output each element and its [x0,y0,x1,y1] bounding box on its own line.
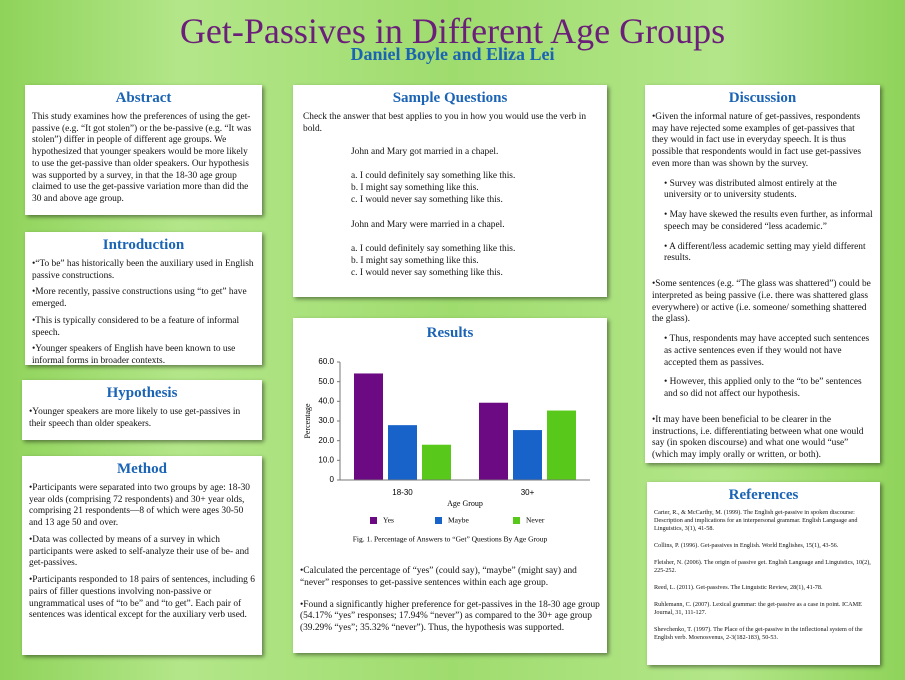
question-sentence: John and Mary got married in a chapel. [351,147,499,158]
discussion-subpoint: Thus, respondents may have accepted such… [664,334,873,369]
heading: References [728,487,799,503]
discussion-point: It may have been beneficial to be cleare… [652,415,873,462]
options: a. I could definitely say something like… [351,244,597,279]
bullet-item: Younger speakers are more likely to use … [29,407,255,431]
discussion-subpoint: Survey was distributed almost entirely a… [664,179,873,203]
instruction: Check the answer that best applies to yo… [303,111,587,134]
x-tick-label: 18-30 [392,488,413,497]
introduction-box: Introduction “To be” has historically bee… [25,232,262,368]
y-tick-label: 30.0 [318,416,334,425]
caption: Fig. 1. Percentage of Answers to “Get” Q… [353,535,548,544]
chart: Fig. 1. Percentage of Answers to “Get” Q… [303,357,590,544]
bullet-item: Participants responded to 18 pairs of se… [29,575,255,622]
heading: Sample Questions [392,90,508,106]
legend-label: Yes [383,516,394,525]
option: a. I could definitely say something like… [351,244,516,254]
reference: Ruhlemann, C. (2007). Lexical grammar: t… [654,601,862,617]
options: a. I could definitely say something like… [351,171,597,206]
bar [354,373,383,480]
sample-questions-box: Sample Questions Check the answer that b… [293,85,607,297]
authors: Daniel Boyle and Eliza Lei [350,44,555,64]
option: b. I might say something like this. [351,182,479,193]
reference: Fleisher, N. (2006). The origin of passi… [654,559,871,575]
heading: Results [426,325,474,341]
heading: Discussion [728,90,797,106]
discussion-subpoint: A different/less academic setting may yi… [664,242,873,266]
bullet-item: Found a significantly higher preference … [300,600,600,635]
heading: Abstract [115,90,172,106]
legend-swatch [370,517,377,524]
title: Get-Passives in Different Age Groups [179,11,726,51]
references-box: References Carter, R., & McCarthy, M. (19… [647,482,880,665]
bar [422,444,451,480]
discussion-subpoint: However, this applied only to the “to be… [664,377,873,401]
legend-swatch [435,517,442,524]
bullet-item: Calculated the percentage of “yes” (coul… [300,566,600,590]
heading: Introduction [102,237,185,253]
y-tick-label: 60.0 [318,357,334,366]
y-tick-label: 10.0 [318,455,334,464]
x-tick-label: 30+ [521,488,535,497]
bar [547,410,576,480]
bullet-item: Younger speakers of English have been kn… [32,344,255,368]
option: c. I would never say something like this… [351,194,503,205]
bullet-item: Participants were separated into two gro… [29,483,255,530]
y-tick-label: 0 [330,475,335,484]
discussion-point: Given the informal nature of get-passive… [652,112,873,171]
abstract-box: Abstract This study examines how the pre… [25,85,262,215]
legend-swatch [513,517,520,524]
reference: Shevchenko, T. (1997). The Place of the … [654,626,863,642]
y-tick-label: 40.0 [318,396,334,405]
legend-label: Maybe [448,516,469,525]
option: b. I might say something like this. [351,255,479,266]
bar [388,425,417,480]
reference: Carter, R., & McCarthy, M. (1999). The E… [654,508,858,532]
heading: Hypothesis [106,385,178,401]
paragraph: This study examines how the preferences … [32,111,252,204]
y-axis-label: Percentage [303,403,312,439]
bar [479,402,508,480]
results-box: Results Fig. 1. Percentage of Answers to… [293,318,607,653]
y-tick-label: 20.0 [318,436,334,445]
question-sentence: John and Mary were married in a chapel. [351,220,505,231]
bullet-item: “To be” has historically been the auxili… [32,259,255,283]
x-axis-label: Age Group [447,499,483,508]
hypothesis-box: Hypothesis Younger speakers are more like… [22,380,262,440]
bullet-item: This is typically considered to be a fea… [32,316,255,340]
results-text: Calculated the percentage of “yes” (coul… [300,566,600,645]
reference: Collins, P. (1996). Get-passives in Engl… [654,541,839,549]
reference: Reed, L. (2011). Get-passives. The Lingu… [654,584,823,592]
option: c. I would never say something like this… [351,267,503,278]
method-box: Method Participants were separated into t… [22,456,262,655]
bullet-item: Data was collected by means of a survey … [29,535,255,570]
y-tick-label: 50.0 [318,377,334,386]
heading: Method [117,461,167,477]
discussion-point: Some sentences (e.g. “The glass was shat… [652,279,873,326]
bar [513,430,542,480]
discussion-box: Discussion Given the informal nature of g… [645,85,880,463]
option: a. I could definitely say something like… [351,171,516,181]
discussion-subpoint: May have skewed the results even further… [664,210,873,234]
legend-label: Never [526,516,545,525]
bullet-item: More recently, passive constructions usi… [32,287,255,311]
